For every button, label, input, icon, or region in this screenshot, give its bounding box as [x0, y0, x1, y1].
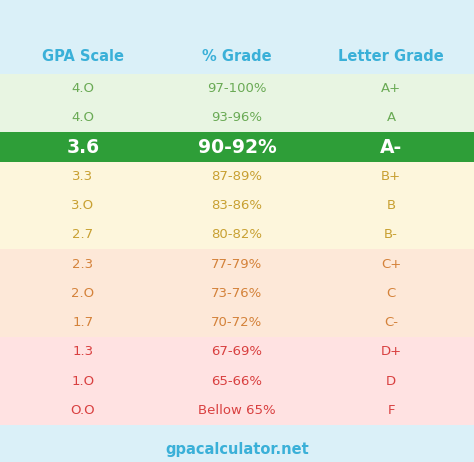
Text: 4.O: 4.O: [72, 82, 94, 95]
Bar: [0, 74, 474, 103]
Text: C: C: [386, 287, 396, 300]
Text: 1.O: 1.O: [72, 375, 94, 388]
Text: A-: A-: [380, 138, 402, 157]
Text: 1.7: 1.7: [73, 316, 93, 329]
Text: % Grade: % Grade: [202, 49, 272, 64]
Text: 80-82%: 80-82%: [211, 228, 263, 241]
Text: gpacalculator.net: gpacalculator.net: [165, 442, 309, 456]
Bar: [0, 220, 474, 249]
Text: 87-89%: 87-89%: [211, 170, 263, 183]
Text: B-: B-: [384, 228, 398, 241]
Text: 67-69%: 67-69%: [211, 346, 263, 359]
Text: 83-86%: 83-86%: [211, 199, 263, 212]
Bar: [0, 191, 474, 220]
Bar: [0, 133, 474, 162]
Text: O.O: O.O: [71, 404, 95, 417]
Text: 3.3: 3.3: [73, 170, 93, 183]
Text: 2.7: 2.7: [73, 228, 93, 241]
Text: Letter Grade: Letter Grade: [338, 49, 444, 64]
Text: 70-72%: 70-72%: [211, 316, 263, 329]
Text: B+: B+: [381, 170, 401, 183]
Text: D: D: [386, 375, 396, 388]
Bar: [0, 249, 474, 279]
Bar: [0, 396, 474, 425]
Bar: [0, 308, 474, 337]
Text: 1.3: 1.3: [73, 346, 93, 359]
Text: C+: C+: [381, 258, 401, 271]
Text: F: F: [387, 404, 395, 417]
Text: B: B: [386, 199, 396, 212]
Text: Bellow 65%: Bellow 65%: [198, 404, 276, 417]
Bar: [0, 103, 474, 133]
Bar: [0, 337, 474, 366]
Bar: [0, 366, 474, 396]
Text: 73-76%: 73-76%: [211, 287, 263, 300]
Bar: [0, 279, 474, 308]
Text: A+: A+: [381, 82, 401, 95]
Text: 2.3: 2.3: [73, 258, 93, 271]
Text: 77-79%: 77-79%: [211, 258, 263, 271]
Text: 65-66%: 65-66%: [211, 375, 263, 388]
Text: C-: C-: [384, 316, 398, 329]
Bar: [0, 162, 474, 191]
Text: 2.O: 2.O: [72, 287, 94, 300]
Text: 97-100%: 97-100%: [207, 82, 267, 95]
Text: 90-92%: 90-92%: [198, 138, 276, 157]
Text: 3.6: 3.6: [66, 138, 100, 157]
Text: A: A: [386, 111, 396, 124]
Text: 3.O: 3.O: [72, 199, 94, 212]
Text: GPA Scale: GPA Scale: [42, 49, 124, 64]
Text: 4.O: 4.O: [72, 111, 94, 124]
Text: 93-96%: 93-96%: [211, 111, 263, 124]
Text: D+: D+: [381, 346, 401, 359]
